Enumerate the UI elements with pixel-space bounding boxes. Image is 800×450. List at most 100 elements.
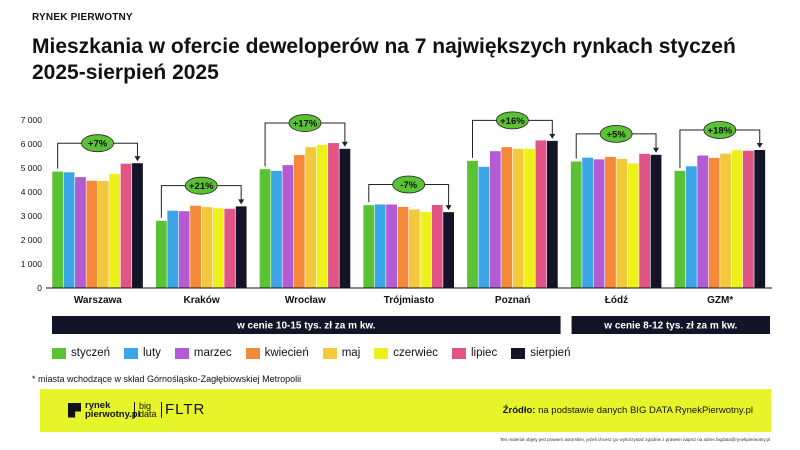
bar bbox=[616, 158, 628, 288]
legend-swatch bbox=[374, 347, 389, 359]
legend-swatch bbox=[174, 347, 189, 359]
bar bbox=[512, 148, 524, 288]
legend-label: luty bbox=[143, 347, 161, 359]
bar bbox=[409, 209, 420, 288]
bar bbox=[190, 205, 201, 288]
legend-item: sierpień bbox=[511, 347, 570, 359]
change-label: -7% bbox=[400, 180, 417, 191]
category-label: Kraków bbox=[184, 295, 220, 306]
chart-legend: styczeń luty marzec kwiecień maj czerwiec lipi… bbox=[52, 347, 570, 359]
legend-item: luty bbox=[124, 347, 161, 359]
change-badge bbox=[496, 111, 529, 130]
change-arrow-icon bbox=[756, 143, 763, 148]
category-label: Trójmiasto bbox=[384, 295, 435, 306]
logo-main-text: rynek pierwotny.pl bbox=[85, 400, 141, 420]
y-tick-label: 7 000 bbox=[21, 115, 43, 125]
category-label: Warszawa bbox=[74, 295, 122, 306]
rynekpierwotny-logo-icon bbox=[68, 402, 81, 418]
bar bbox=[650, 154, 662, 288]
logo-divider bbox=[134, 402, 135, 418]
category-label: Wrocław bbox=[285, 295, 326, 306]
y-tick-label: 4 000 bbox=[21, 187, 43, 197]
copyright-disclaimer: Ten materiał objęty jest prawem autorski… bbox=[499, 437, 770, 442]
bar bbox=[582, 157, 594, 288]
bar bbox=[305, 147, 317, 288]
grouped-bar-chart: 0 1 000 2 000 3 000 4 000 5 000 6 000 7 000 Wars… bbox=[21, 111, 772, 334]
bar bbox=[742, 150, 754, 288]
category-label: GZM* bbox=[707, 295, 733, 306]
bar bbox=[271, 170, 282, 288]
change-arrow-icon bbox=[238, 199, 245, 205]
legend-label: kwiecień bbox=[264, 347, 309, 359]
price-band bbox=[571, 316, 770, 334]
bar bbox=[52, 171, 64, 288]
change-label: +17% bbox=[293, 119, 318, 130]
bar bbox=[97, 180, 109, 288]
bar bbox=[524, 148, 535, 288]
bar bbox=[546, 140, 558, 288]
legend-swatch bbox=[451, 347, 466, 359]
legend-swatch bbox=[124, 347, 138, 359]
bar bbox=[593, 159, 605, 288]
kicker-label: RYNEK PIERWOTNY bbox=[32, 12, 133, 23]
change-arrow-icon bbox=[341, 141, 348, 147]
bar bbox=[363, 205, 375, 288]
bar bbox=[178, 211, 190, 288]
bar bbox=[685, 166, 697, 288]
bar bbox=[132, 163, 143, 288]
rynekpierwotny-logo: rynek pierwotny.pl bbox=[68, 401, 147, 419]
change-arrow-icon bbox=[549, 133, 556, 139]
bar bbox=[167, 210, 179, 288]
bar bbox=[282, 165, 294, 288]
legend-label: lipiec bbox=[470, 347, 498, 359]
bar bbox=[697, 155, 709, 288]
legend-label: maj bbox=[341, 347, 361, 359]
legend-item: styczeń bbox=[52, 347, 110, 359]
legend-label: sierpień bbox=[530, 347, 571, 359]
category-label: Łódź bbox=[605, 295, 628, 306]
bar bbox=[754, 150, 766, 288]
y-tick-label: 2 000 bbox=[21, 235, 43, 245]
fltr-logo: FLTR bbox=[165, 401, 206, 418]
bar bbox=[235, 206, 247, 288]
bar bbox=[431, 204, 443, 288]
change-badge bbox=[81, 134, 114, 153]
legend-item: kwiecień bbox=[245, 347, 309, 359]
footer-band: rynek pierwotny.pl big data FLTR Źródło:… bbox=[40, 389, 771, 432]
bar bbox=[212, 208, 224, 288]
change-badge bbox=[184, 176, 218, 195]
chart-title: Mieszkania w ofercie deweloperów na 7 na… bbox=[32, 35, 736, 84]
bar bbox=[731, 150, 743, 288]
legend-item: marzec bbox=[174, 347, 232, 359]
legend-item: lipiec bbox=[451, 347, 498, 359]
legend-swatch bbox=[511, 347, 526, 359]
y-tick-label: 0 bbox=[37, 283, 42, 293]
bar bbox=[467, 160, 478, 288]
legend-item: czerwiec bbox=[374, 347, 438, 359]
bar bbox=[328, 143, 339, 288]
category-label: Poznań bbox=[495, 295, 531, 306]
bar bbox=[605, 156, 616, 288]
bar bbox=[109, 173, 121, 288]
legend-swatch bbox=[322, 347, 337, 359]
change-badge bbox=[599, 124, 633, 143]
bar bbox=[259, 169, 271, 288]
source-label: Źródło: bbox=[502, 405, 536, 416]
bigdata-logo: big data bbox=[139, 401, 157, 419]
source-text: na podstawie danych BIG DATA RynekPierwo… bbox=[535, 405, 753, 416]
bar bbox=[75, 177, 86, 288]
bar bbox=[708, 157, 720, 288]
bar bbox=[386, 204, 397, 288]
bar bbox=[155, 220, 167, 288]
y-tick-label: 5 000 bbox=[21, 163, 43, 173]
footnote: * miasta wchodzące w skład Górnośląsko-Z… bbox=[32, 374, 302, 384]
bar bbox=[570, 161, 582, 288]
legend-label: styczeń bbox=[71, 347, 110, 359]
legend-label: czerwiec bbox=[393, 347, 438, 359]
bar bbox=[86, 180, 98, 288]
change-badge bbox=[288, 114, 322, 132]
bar bbox=[374, 204, 386, 288]
y-tick-label: 6 000 bbox=[21, 139, 43, 149]
bar bbox=[201, 207, 213, 288]
legend-label: marzec bbox=[193, 347, 232, 359]
